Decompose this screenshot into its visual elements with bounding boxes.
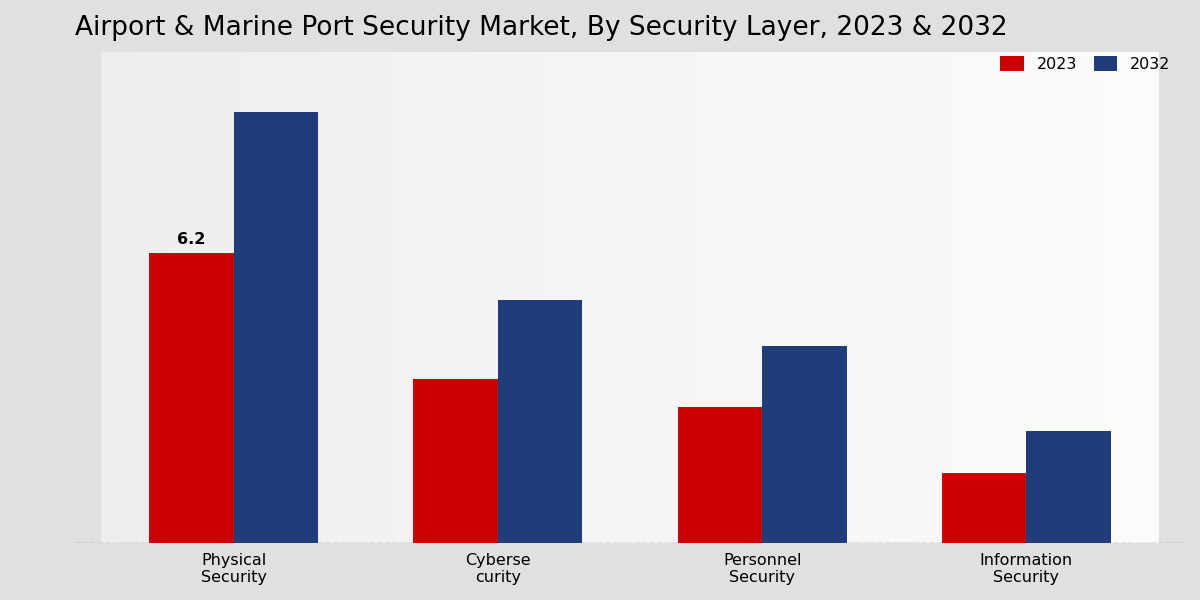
Bar bbox=[1026, 431, 1111, 543]
Legend: 2023, 2032: 2023, 2032 bbox=[994, 50, 1177, 78]
Bar bbox=[413, 379, 498, 543]
Bar bbox=[234, 112, 318, 543]
Bar bbox=[149, 253, 234, 543]
Text: 6.2: 6.2 bbox=[178, 232, 205, 247]
Bar bbox=[942, 473, 1026, 543]
Bar bbox=[762, 346, 847, 543]
Text: Airport & Marine Port Security Market, By Security Layer, 2023 & 2032: Airport & Marine Port Security Market, B… bbox=[74, 15, 1008, 41]
Bar bbox=[678, 407, 762, 543]
Bar bbox=[498, 299, 582, 543]
